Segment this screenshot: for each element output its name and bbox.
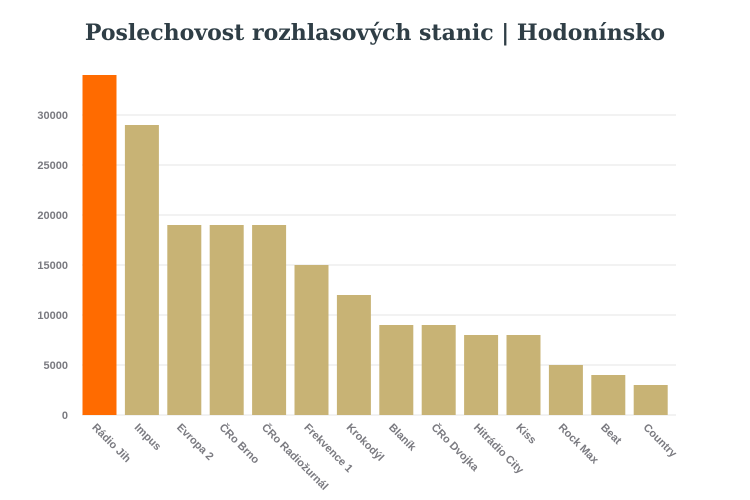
x-category-label: Impus [132,422,163,453]
x-category-label: Rádio Jih [89,422,133,466]
y-tick-label: 20000 [37,210,68,222]
bar--ro-radio-urn-l [252,225,287,415]
y-tick-label: 25000 [37,160,68,172]
bar-impus [124,125,159,415]
x-category-label: ČRo Brno [217,421,263,467]
y-tick-label: 15000 [37,260,68,272]
bar-evropa-2 [167,225,202,415]
bar--ro-brno [209,225,244,415]
bar--ro-dvojka [421,325,456,415]
bar-kiss [506,335,541,415]
y-tick-label: 30000 [37,110,68,122]
bar-rock-max [548,365,583,415]
y-axis-ticks: 0 5000 10000 15000 20000 25000 30000 [37,110,68,422]
x-category-label: Evropa 2 [174,422,215,463]
bar-hitr-dio-city [464,335,499,415]
x-category-label: Krokodýl [344,422,386,464]
bar-beat [591,375,626,415]
bars [82,75,668,415]
bar-r-dio-jih [82,75,117,415]
y-tick-label: 0 [62,410,68,422]
bar-krokod-l [336,295,371,415]
bar-blan-k [379,325,414,415]
bar-frekvence-1 [294,265,329,415]
chart-title: Poslechovost rozhlasových stanic | Hodon… [84,20,666,46]
x-category-label: Blaník [386,422,418,454]
y-tick-label: 10000 [37,310,68,322]
bar-country [633,385,668,415]
y-tick-label: 5000 [44,360,68,372]
x-category-label: Rock Max [556,422,601,467]
x-category-label: Beat [598,422,624,448]
x-category-label: Country [641,422,680,461]
x-category-label: Kiss [513,422,538,447]
